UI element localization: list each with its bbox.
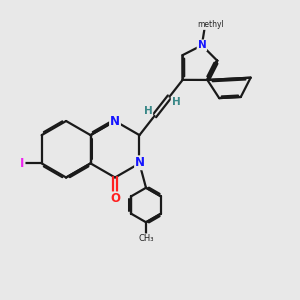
Text: I: I [20,157,25,170]
Text: H: H [144,106,152,116]
Text: H: H [172,97,180,107]
Text: N: N [197,40,206,50]
Text: N: N [110,115,120,128]
Text: N: N [135,156,145,169]
Text: methyl: methyl [197,20,224,29]
Text: O: O [110,192,120,206]
Text: CH₃: CH₃ [138,234,154,243]
